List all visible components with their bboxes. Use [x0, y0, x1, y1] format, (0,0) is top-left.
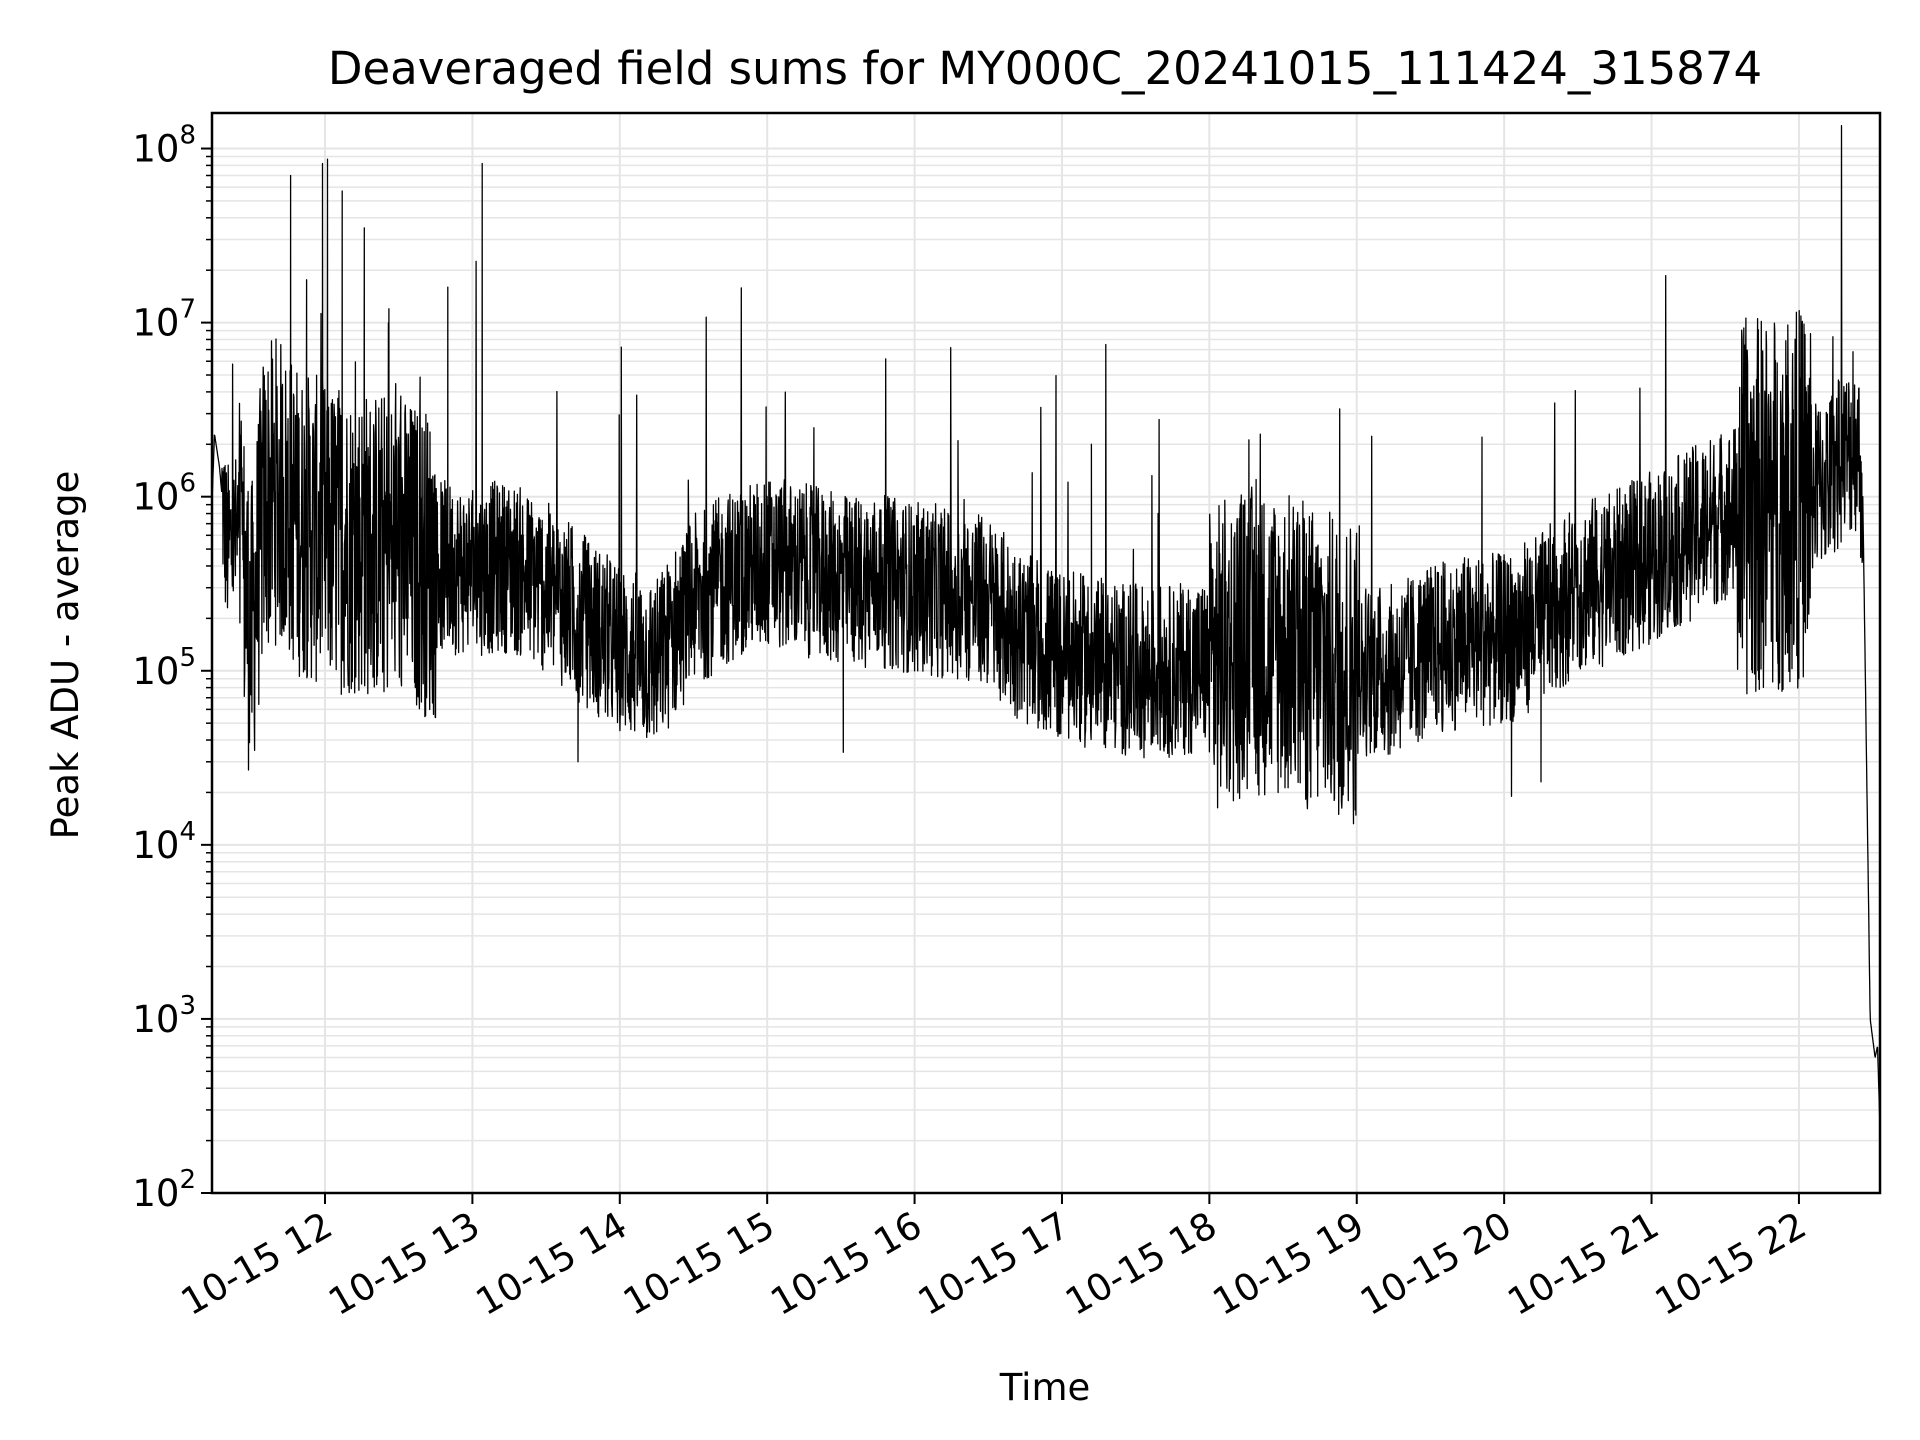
y-tick-label: 106 — [132, 469, 196, 519]
y-tick-exponent: 7 — [179, 295, 196, 325]
y-tick-exponent: 6 — [179, 469, 196, 499]
y-tick-label: 103 — [132, 991, 196, 1041]
grid-layer — [212, 113, 1880, 1194]
y-tick-label: 102 — [132, 1165, 196, 1215]
y-tick-exponent: 2 — [179, 1165, 196, 1195]
y-tick-exponent: 4 — [179, 817, 196, 847]
y-tick-base: 10 — [132, 1172, 179, 1215]
y-tick-base: 10 — [132, 128, 179, 171]
y-tick-exponent: 3 — [179, 991, 196, 1021]
y-tick-base: 10 — [132, 650, 179, 693]
x-axis-label: Time — [999, 1366, 1091, 1409]
y-tick-exponent: 5 — [179, 643, 196, 673]
y-tick-base: 10 — [132, 302, 179, 345]
y-tick-exponent: 8 — [179, 121, 196, 151]
y-tick-base: 10 — [132, 824, 179, 867]
series-layer — [211, 124, 1881, 1131]
y-tick-label: 107 — [132, 295, 196, 345]
y-tick-base: 10 — [132, 998, 179, 1041]
chart-title: Deaveraged field sums for MY000C_2024101… — [328, 42, 1762, 95]
y-tick-label: 104 — [132, 817, 196, 867]
plot-frame — [210, 111, 1882, 1195]
y-tick-label: 105 — [132, 643, 196, 693]
y-tick-base: 10 — [132, 476, 179, 519]
y-axis-label: Peak ADU - average — [44, 471, 87, 840]
y-tick-label: 108 — [132, 121, 196, 171]
series-line — [211, 124, 1881, 1131]
